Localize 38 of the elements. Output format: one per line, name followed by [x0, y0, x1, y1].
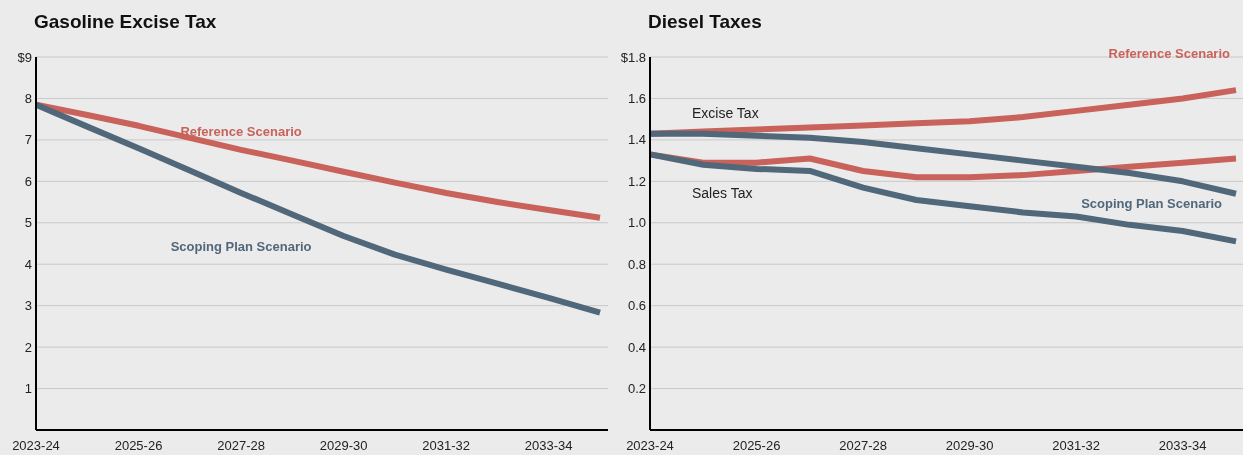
y-tick-label: 1.4	[627, 132, 646, 148]
chart-title: Gasoline Excise Tax	[34, 11, 217, 32]
annotation: Excise Tax	[692, 105, 759, 121]
x-tick-label: 2033-34	[524, 438, 573, 453]
annotation: Sales Tax	[692, 185, 753, 201]
x-tick-label: 2023-24	[626, 438, 674, 453]
y-tick-label: 0.4	[627, 339, 646, 355]
y-tick-label: 6	[24, 173, 32, 189]
x-tick-label: 2031-32	[1052, 438, 1101, 453]
y-tick-label: 0.8	[627, 256, 646, 272]
x-tick-label: 2025-26	[114, 438, 163, 453]
y-tick-label: 1.2	[627, 173, 646, 189]
series-label: Scoping Plan Scenario	[170, 238, 312, 254]
x-tick-label: 2027-28	[839, 438, 887, 453]
x-tick-label: 2027-28	[217, 438, 265, 453]
y-tick-label: $9	[17, 49, 32, 65]
x-tick-label: 2031-32	[422, 438, 471, 453]
series-label: Scoping Plan Scenario	[1081, 195, 1223, 211]
y-tick-label: $1.8	[620, 49, 646, 65]
x-tick-label: 2029-30	[319, 438, 368, 453]
y-tick-label: 1.0	[627, 215, 646, 231]
y-tick-label: 4	[24, 256, 32, 272]
series-label: Reference Scenario	[180, 123, 302, 139]
y-tick-label: 3	[24, 298, 32, 314]
y-tick-label: 0.2	[627, 381, 646, 397]
y-tick-label: 1.6	[627, 90, 646, 106]
y-tick-label: 5	[24, 215, 32, 231]
y-tick-label: 2	[24, 339, 32, 355]
x-tick-label: 2025-26	[732, 438, 781, 453]
x-tick-label: 2029-30	[945, 438, 994, 453]
y-tick-label: 1	[24, 381, 32, 397]
y-tick-label: 8	[24, 90, 32, 106]
x-tick-label: 2033-34	[1158, 438, 1207, 453]
text: Reference Scenario	[1108, 46, 1231, 62]
chart-title: Diesel Taxes	[648, 11, 762, 32]
y-tick-label: 7	[24, 132, 32, 148]
x-tick-label: 2023-24	[12, 438, 60, 453]
y-tick-label: 0.6	[627, 298, 646, 314]
